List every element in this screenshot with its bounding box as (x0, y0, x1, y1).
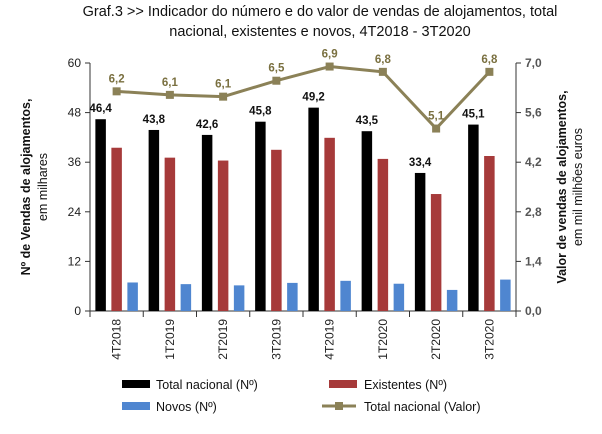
legend: Total nacional (Nº) Existentes (Nº) Novo… (122, 378, 481, 414)
legend-swatch-existentes (329, 380, 357, 388)
category-label: 4T2018 (110, 319, 124, 360)
right-tick-label: 1,4 (525, 254, 542, 268)
total-data-label: 45,1 (462, 109, 485, 121)
bar-existentes (430, 194, 442, 311)
legend-swatch-novos (122, 402, 150, 410)
legend-marker-valor (335, 402, 343, 410)
valor-data-label: 6,5 (268, 63, 285, 75)
bar-existentes (164, 157, 176, 311)
legend-swatch-total (122, 380, 150, 388)
data-labels: 46,4 43,8 42,6 45,8 49,2 43,5 33,4 45,1 6,2 6,1 6,… (89, 49, 498, 169)
bar-total (468, 124, 479, 311)
left-axis-title-line-2: em milhares (36, 153, 50, 221)
bar-novos (500, 279, 511, 311)
total-data-label: 46,4 (89, 103, 112, 115)
bar-total (361, 131, 373, 311)
right-tick-label: 7,0 (525, 56, 542, 70)
legend-label-novos: Novos (Nº) (156, 400, 217, 414)
valor-line (116, 65, 491, 131)
bar-series (95, 107, 511, 312)
bar-total (95, 119, 106, 311)
right-tick-label: 0,0 (525, 304, 542, 318)
left-tick-label: 12 (68, 254, 82, 268)
chart-title-line-1: Graf.3 >> Indicador do número e do valor… (83, 4, 558, 20)
bar-novos (180, 284, 192, 311)
valor-point (485, 67, 494, 76)
bar-novos (340, 280, 351, 311)
bar-total (201, 134, 213, 311)
right-tick-label: 5,6 (525, 106, 542, 120)
category-label: 1T2020 (376, 319, 390, 360)
right-tick-label: 2,8 (525, 205, 542, 219)
total-data-label: 45,8 (249, 106, 272, 118)
valor-data-label: 6,8 (375, 54, 392, 66)
axes: 0 0,0 12 1,4 24 2,8 36 4,2 48 5,6 60 7,0 4T2018 1T201… (68, 56, 542, 360)
valor-data-label: 6,8 (481, 54, 498, 66)
right-axis-title-line-1: Valor de vendas de alojamentos, (555, 90, 569, 283)
bar-total (148, 129, 160, 311)
legend-label-total: Total nacional (Nº) (156, 378, 258, 392)
valor-data-label: 6,2 (109, 73, 125, 85)
category-label: 3T2019 (269, 319, 283, 360)
category-label: 2T2020 (429, 319, 443, 360)
total-data-label: 49,2 (302, 92, 324, 104)
bar-existentes (271, 149, 282, 311)
bar-existentes (377, 158, 389, 311)
total-data-label: 33,4 (409, 157, 432, 169)
left-tick-label: 36 (68, 155, 82, 169)
valor-point (112, 87, 121, 96)
bar-total (308, 107, 319, 311)
valor-data-label: 6,1 (215, 79, 232, 91)
bar-novos (393, 283, 405, 311)
bar-novos (287, 282, 298, 311)
valor-point (165, 90, 174, 99)
left-tick-label: 48 (68, 106, 82, 120)
bar-existentes (484, 156, 495, 311)
chart-title-line-2: nacional, existentes e novos, 4T2018 - 3… (169, 24, 470, 40)
bar-total (414, 172, 426, 311)
left-tick-label: 60 (68, 56, 82, 70)
valor-data-label: 6,1 (162, 77, 179, 89)
bar-total (255, 121, 266, 312)
chart-title: Graf.3 >> Indicador do número e do valor… (83, 4, 558, 40)
left-tick-label: 0 (74, 304, 81, 318)
category-label: 4T2019 (323, 319, 337, 360)
line-series (112, 62, 494, 133)
valor-point (325, 62, 334, 71)
bar-existentes (324, 137, 335, 311)
valor-point (272, 76, 281, 85)
category-label: 1T2019 (163, 319, 177, 360)
valor-data-label: 5,1 (428, 111, 445, 123)
valor-point (219, 92, 228, 101)
right-axis-title-line-2: em mil milhões euros (571, 128, 585, 246)
valor-point (432, 124, 441, 133)
category-label: 3T2020 (482, 319, 496, 360)
bar-existentes (217, 160, 229, 311)
left-axis-title-line-1: Nº de Vendas de alojamentos, (19, 99, 33, 276)
left-axis-title: Nº de Vendas de alojamentos, em milhares (19, 99, 50, 276)
total-data-label: 43,5 (356, 115, 379, 127)
legend-label-existentes: Existentes (Nº) (364, 378, 447, 392)
legend-label-valor: Total nacional (Valor) (364, 400, 481, 414)
valor-point (378, 67, 387, 76)
right-axis-title: Valor de vendas de alojamentos, em mil m… (555, 90, 585, 283)
total-data-label: 42,6 (196, 119, 218, 131)
category-label: 2T2019 (216, 319, 230, 360)
bar-novos (446, 289, 458, 311)
bar-novos (233, 285, 245, 311)
bar-novos (127, 282, 138, 311)
right-tick-label: 4,2 (525, 155, 542, 169)
valor-data-label: 6,9 (322, 49, 338, 61)
total-data-label: 43,8 (143, 114, 166, 126)
bar-existentes (111, 147, 122, 311)
left-tick-label: 24 (68, 205, 82, 219)
